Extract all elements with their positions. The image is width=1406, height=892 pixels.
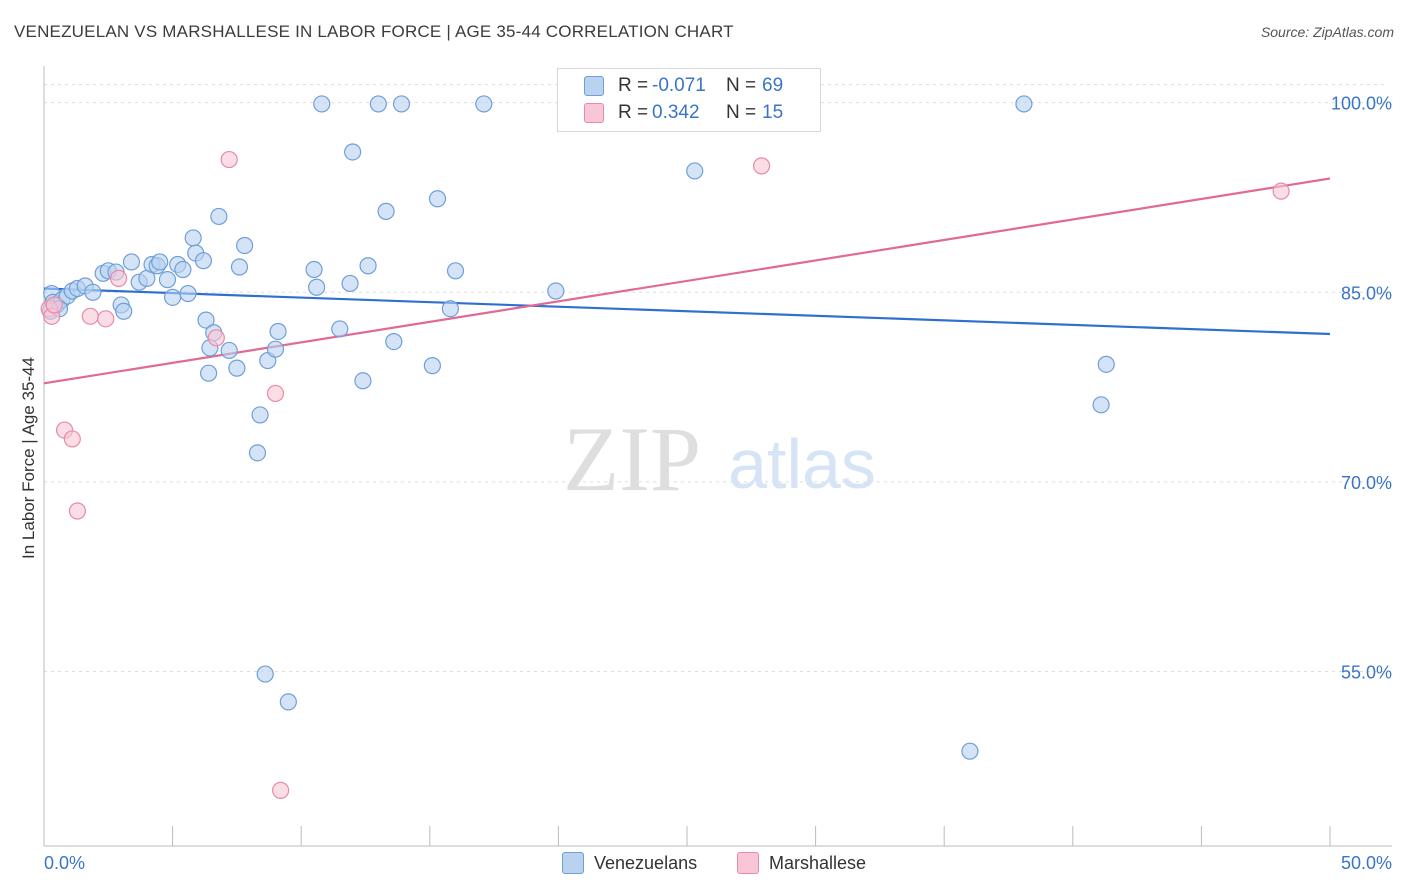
venezuelans-point <box>158 271 177 289</box>
venezuelans-point <box>115 302 133 320</box>
venezuelans-point <box>547 282 565 300</box>
venezuelans-point <box>305 260 323 279</box>
venezuelans-point <box>184 229 202 247</box>
venezuelans-point <box>423 357 441 375</box>
legend-n-label: N = <box>726 102 757 123</box>
legend-r-label: R = <box>618 102 649 123</box>
watermark-atlas: atlas <box>728 425 876 503</box>
marshallese-label: Marshallese <box>769 852 867 873</box>
legend-swatch-pink <box>584 103 604 123</box>
y-axis-label: In Labor Force | Age 35-44 <box>19 357 38 559</box>
legend-n-value: 69 <box>762 75 784 96</box>
legend-item-venezuelans[interactable]: Venezuelans <box>562 852 697 874</box>
legend-r-label: R = <box>618 75 649 96</box>
marshallese-points <box>40 150 1290 799</box>
y-tick-label: 55.0% <box>1341 663 1392 683</box>
venezuelans-point <box>248 444 267 462</box>
venezuelans-trend-line <box>43 287 1331 336</box>
venezuelans-point <box>446 262 465 280</box>
venezuelans-point <box>308 278 326 296</box>
marshallese-point <box>109 269 128 287</box>
marshallese-point <box>1272 182 1290 200</box>
venezuelans-point <box>344 143 362 161</box>
venezuelans-point <box>230 258 249 276</box>
marshallese-trend-line <box>43 177 1331 385</box>
x-tick-label-min: 0.0% <box>44 853 85 873</box>
marshallese-point <box>63 430 81 448</box>
chart-title: VENEZUELAN VS MARSHALLESE IN LABOR FORCE… <box>14 22 734 41</box>
legend-n-label: N = <box>726 75 757 96</box>
venezuelans-point <box>279 693 297 711</box>
venezuelans-label: Venezuelans <box>594 852 698 873</box>
venezuelans-point <box>179 284 197 303</box>
source-label: Source: ZipAtlas.com <box>1260 24 1394 40</box>
legend-r-value: -0.071 <box>652 75 706 96</box>
series-legend: Venezuelans Marshallese <box>0 852 1406 878</box>
venezuelans-point <box>354 372 372 390</box>
venezuelans-point <box>151 253 169 271</box>
marshallese-point <box>752 157 771 175</box>
venezuelans-point <box>377 202 395 220</box>
correlation-legend: R = -0.071 N = 69 R = 0.342 N = 15 <box>557 68 821 132</box>
marshallese-swatch <box>737 852 759 874</box>
y-tick-label: 70.0% <box>1341 473 1392 493</box>
marshallese-point <box>81 307 99 325</box>
venezuelans-point <box>475 95 493 113</box>
venezuelans-point <box>313 95 331 113</box>
venezuelans-point <box>122 253 141 271</box>
marshallese-point <box>97 310 115 328</box>
venezuelans-point <box>359 257 377 275</box>
venezuelans-point <box>197 311 215 329</box>
trend-lines <box>43 177 1331 385</box>
venezuelans-point <box>194 252 213 270</box>
venezuelans-point <box>269 322 287 341</box>
venezuelans-point <box>174 260 192 279</box>
venezuelans-point <box>331 320 349 338</box>
y-tick-label: 100.0% <box>1331 94 1392 114</box>
venezuelans-point <box>251 406 269 424</box>
venezuelans-point <box>428 190 447 208</box>
legend-row-marshallese: R = 0.342 N = 15 <box>584 100 783 126</box>
venezuelans-point <box>1092 396 1110 414</box>
marshallese-point <box>266 384 285 403</box>
venezuelans-point <box>220 341 238 360</box>
venezuelans-point <box>441 300 459 318</box>
venezuelans-point <box>200 364 218 382</box>
venezuelans-point <box>256 665 274 683</box>
venezuelans-point <box>84 283 102 301</box>
legend-swatch-blue <box>584 76 604 96</box>
legend-n-value: 15 <box>762 102 784 123</box>
venezuelans-point <box>341 274 359 293</box>
grid-lines <box>44 84 1388 673</box>
legend-row-venezuelans: R = -0.071 N = 69 <box>584 73 783 99</box>
venezuelans-point <box>236 236 254 255</box>
venezuelans-point <box>228 359 246 377</box>
venezuelans-point <box>266 340 285 358</box>
marshallese-point <box>68 502 87 520</box>
venezuelans-point <box>210 207 228 226</box>
venezuelans-point <box>1015 95 1033 113</box>
watermark-zip: ZIP <box>563 408 701 510</box>
venezuelans-point <box>385 332 403 351</box>
tick-labels: 55.0% 70.0% 85.0% 100.0% 0.0% 50.0% <box>44 94 1392 873</box>
marshallese-point <box>45 296 63 314</box>
legend-r-value: 0.342 <box>652 102 700 123</box>
venezuelans-point <box>164 288 182 306</box>
legend-item-marshallese[interactable]: Marshallese <box>737 852 866 874</box>
venezuelans-point <box>1097 355 1115 373</box>
venezuelans-point <box>369 95 387 113</box>
y-tick-label: 85.0% <box>1341 283 1392 303</box>
marshallese-point <box>220 150 238 169</box>
x-tick-label-max: 50.0% <box>1341 853 1392 873</box>
marshallese-point <box>272 781 290 799</box>
watermark: ZIP atlas <box>563 408 876 510</box>
venezuelans-point <box>392 95 411 113</box>
axes <box>43 66 1392 847</box>
venezuelans-swatch <box>562 852 584 874</box>
marshallese-point <box>207 329 225 347</box>
venezuelans-point <box>961 742 979 760</box>
venezuelans-point <box>686 162 704 180</box>
